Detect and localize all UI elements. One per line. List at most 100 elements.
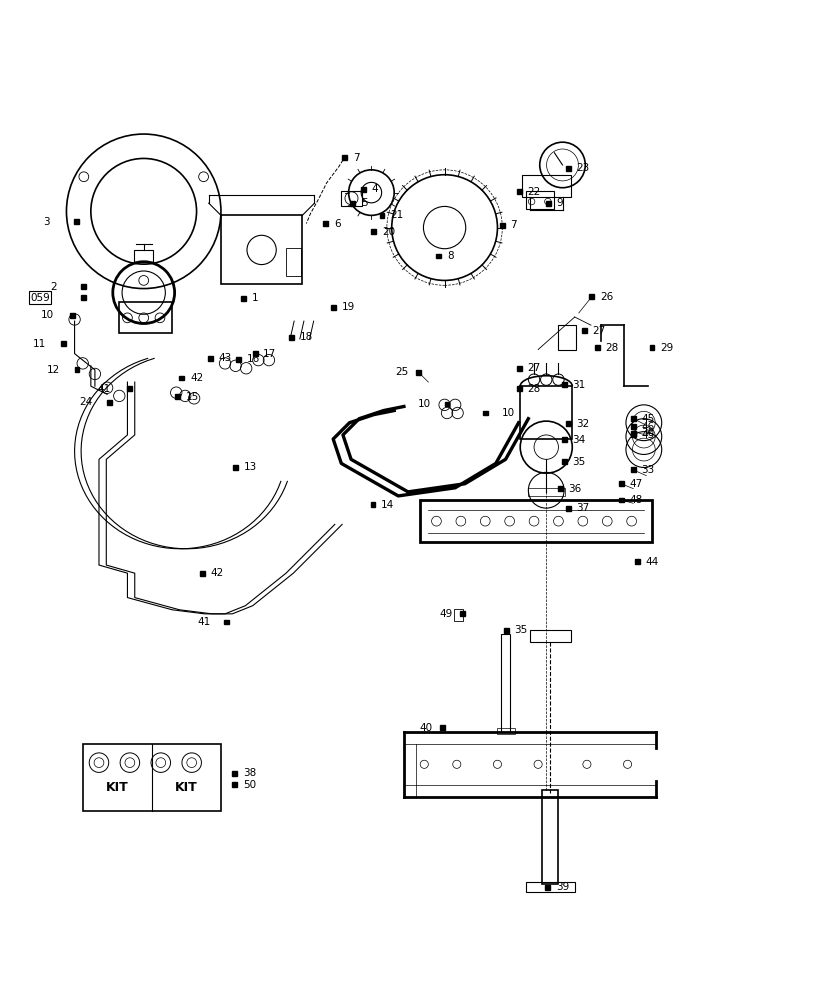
Bar (371, 229, 376, 234)
Bar (595, 345, 600, 350)
Text: 28: 28 (605, 343, 619, 353)
Text: 3: 3 (43, 217, 50, 227)
Text: 40: 40 (419, 723, 432, 733)
Bar (134, 250, 153, 262)
Text: 49: 49 (440, 609, 453, 619)
Bar (420, 500, 652, 542)
Text: 16: 16 (247, 354, 260, 364)
Text: 35: 35 (515, 625, 528, 635)
Text: 15: 15 (186, 392, 199, 402)
Bar (546, 201, 551, 206)
Bar (81, 295, 86, 300)
Bar (180, 376, 184, 380)
Bar (73, 219, 78, 224)
Text: 45: 45 (641, 414, 654, 424)
Bar (517, 386, 522, 391)
Text: 14: 14 (381, 500, 394, 510)
Bar (517, 366, 522, 371)
Bar (631, 431, 636, 436)
Text: KIT: KIT (175, 781, 197, 794)
Bar (483, 411, 488, 415)
Bar (82, 744, 221, 811)
Text: 27: 27 (527, 363, 541, 373)
Bar (379, 213, 384, 218)
Text: 34: 34 (572, 435, 586, 445)
Bar (527, 488, 565, 496)
Text: 39: 39 (556, 882, 570, 892)
Bar (542, 790, 558, 884)
Text: 2: 2 (50, 282, 56, 292)
Text: 48: 48 (629, 495, 642, 505)
Bar (561, 459, 566, 464)
Text: 17: 17 (264, 349, 277, 359)
Bar (582, 328, 587, 333)
Text: 4: 4 (371, 184, 378, 194)
Bar (370, 502, 375, 507)
Bar (589, 294, 594, 299)
Bar (517, 189, 522, 194)
Text: 23: 23 (576, 163, 590, 173)
Text: 28: 28 (527, 384, 541, 394)
Bar (558, 325, 576, 350)
Bar (342, 155, 347, 160)
Text: 31: 31 (572, 380, 586, 390)
Text: 19: 19 (341, 302, 355, 312)
Bar (650, 345, 654, 350)
Text: 1: 1 (252, 293, 259, 303)
Bar (631, 467, 636, 472)
Bar (81, 284, 86, 289)
Text: 25: 25 (396, 367, 409, 377)
Bar (350, 201, 355, 206)
Bar (437, 254, 441, 258)
Bar (631, 424, 636, 429)
Text: 37: 37 (576, 503, 590, 513)
Bar (526, 191, 554, 209)
Text: 13: 13 (244, 462, 257, 472)
Bar (330, 305, 335, 310)
Bar (454, 609, 463, 621)
Bar (501, 634, 511, 732)
Text: 10: 10 (502, 408, 515, 418)
Text: 38: 38 (243, 768, 256, 778)
Text: 059: 059 (30, 293, 50, 303)
Bar (233, 782, 237, 787)
Text: 5: 5 (361, 198, 367, 208)
Bar (69, 313, 74, 318)
Text: 42: 42 (190, 373, 203, 383)
Text: 36: 36 (568, 484, 582, 494)
Text: 46: 46 (641, 422, 654, 432)
Bar (561, 382, 566, 387)
Text: KIT: KIT (106, 781, 129, 794)
Bar (237, 357, 242, 362)
Bar (460, 611, 465, 616)
Text: 10: 10 (41, 310, 54, 320)
Bar (565, 166, 570, 171)
Bar (175, 394, 180, 399)
Text: 11: 11 (33, 339, 47, 349)
Bar (445, 402, 450, 406)
Bar (565, 506, 570, 511)
Bar (521, 386, 572, 439)
Bar (440, 725, 445, 730)
Bar (631, 416, 636, 421)
Text: 7: 7 (353, 153, 359, 163)
Bar (208, 356, 213, 361)
Bar (526, 882, 574, 892)
Bar (500, 223, 505, 228)
Text: 20: 20 (382, 227, 395, 237)
Bar (565, 421, 570, 426)
Text: 27: 27 (592, 326, 605, 336)
Bar (361, 187, 366, 192)
Bar (233, 771, 237, 776)
Text: 41: 41 (98, 384, 111, 394)
Text: 29: 29 (660, 343, 673, 353)
Text: 32: 32 (576, 419, 590, 429)
Text: 45: 45 (641, 430, 654, 440)
Bar (242, 296, 246, 301)
Bar (253, 351, 258, 356)
Text: 9: 9 (557, 198, 563, 208)
Bar (341, 191, 361, 206)
Bar (286, 248, 300, 276)
Bar (619, 498, 623, 502)
Bar (522, 175, 570, 197)
